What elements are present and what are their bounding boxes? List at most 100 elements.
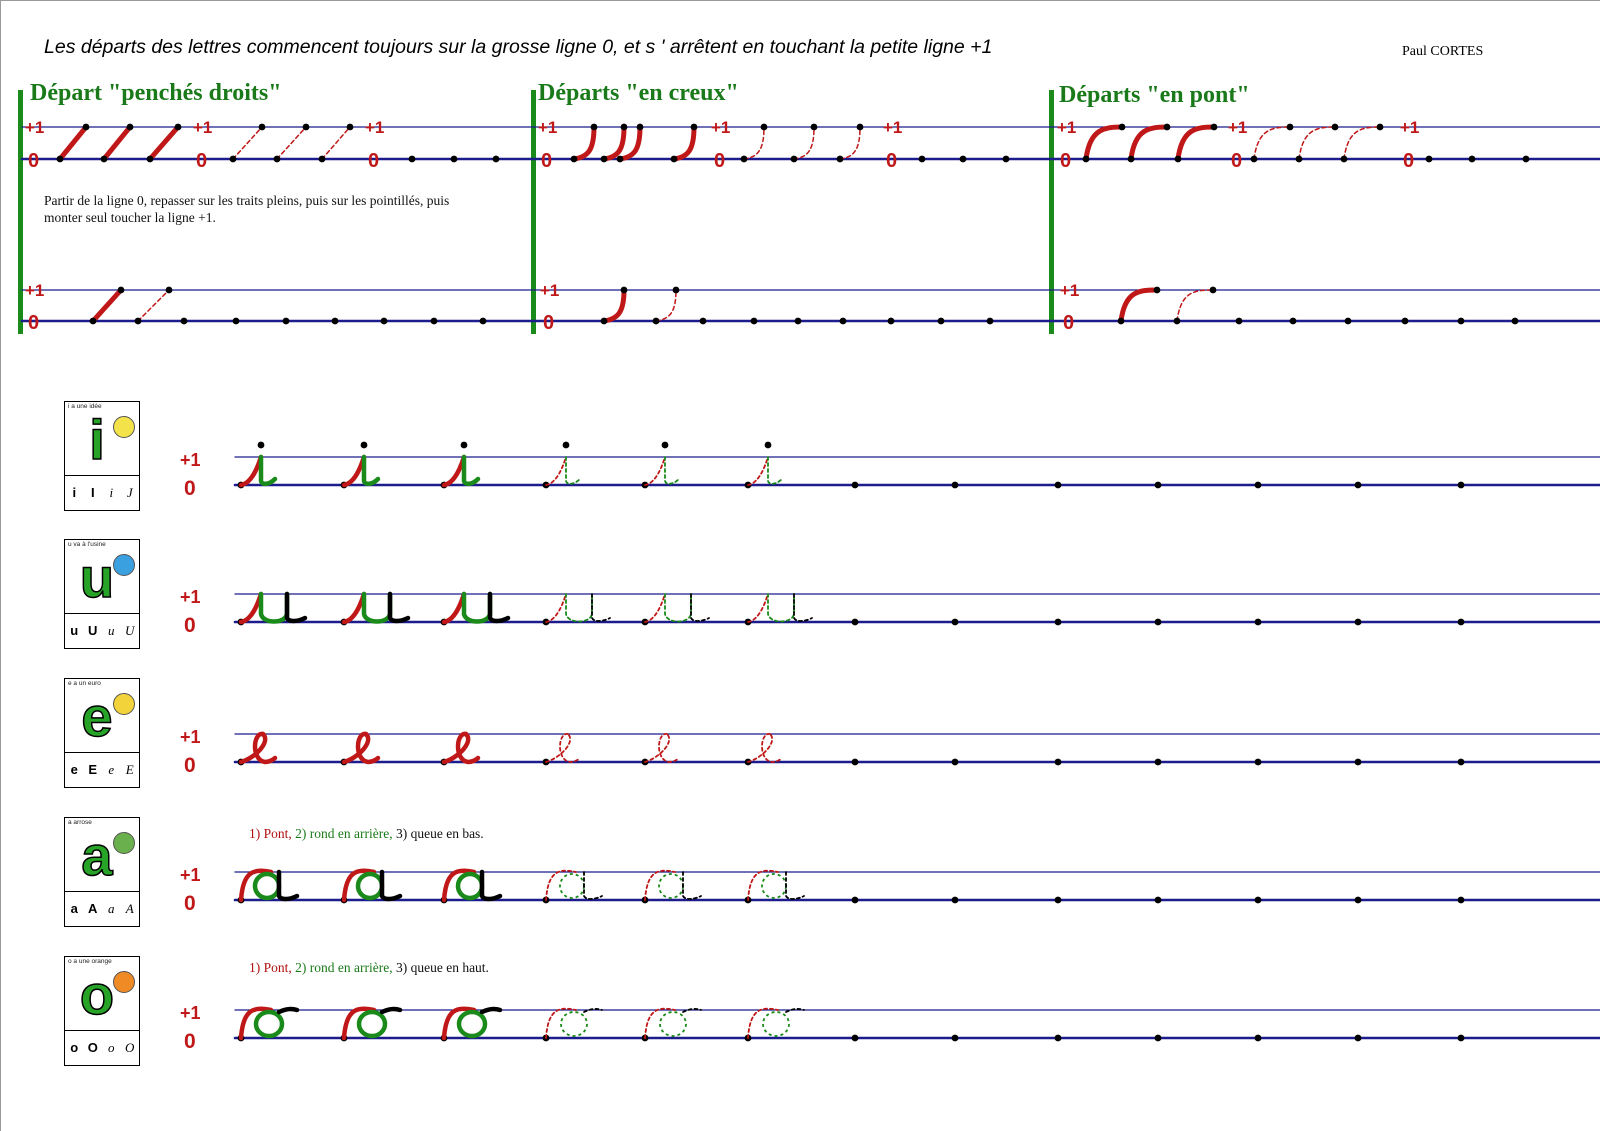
card-variant: a [108,901,115,916]
guide-dot [856,123,864,131]
letter-model [441,868,477,903]
guide-dot [794,317,802,325]
card-caption: u va à l'usine [68,541,106,548]
card-illustration-icon [113,693,135,715]
letter-a-instruction: 1) Pont, 2) rond en arrière, 3) queue en… [249,826,484,841]
i-dot [764,441,772,449]
guide-dot [82,123,90,131]
letter-trace-dotted [658,733,680,763]
section-title-en-pont: Départs "en pont" [1059,82,1250,108]
line-label-zero: 0 [184,892,196,915]
letter-model [361,591,393,624]
letter-trace-dotted [682,871,702,900]
letter-model [276,869,300,902]
guide-dot [1457,618,1465,626]
letter-trace-dotted [644,456,666,486]
guide-dot [1163,123,1171,131]
guide-dot [1054,481,1062,489]
stroke-dotted [137,289,170,322]
guide-dot [1154,896,1162,904]
card-illustration-icon [113,971,135,993]
letter-model [276,1006,300,1015]
letter-trace-dotted [644,1007,676,1039]
guide-dot [959,155,967,163]
card-letter: a [81,824,114,887]
guide-dot [346,123,354,131]
guide-dot [1354,1034,1362,1042]
letter-model [461,454,481,486]
guide-dot [1254,618,1262,626]
letter-trace-dotted [659,1011,687,1037]
line-label-zero: 0 [28,312,39,334]
guide-dot [1154,1034,1162,1042]
line-label-plus1: +1 [1060,281,1079,300]
guide-dot [1522,155,1530,163]
guide-dot [918,155,926,163]
guide-dot [636,123,644,131]
guide-dot [839,317,847,325]
guide-dot [180,317,188,325]
guide-dot [89,317,97,325]
guide-dot [174,123,182,131]
section-title-en-creux: Départs "en creux" [538,80,739,106]
guide-dot [1250,155,1258,163]
stroke-dotted [793,126,815,160]
guide-dot [1154,618,1162,626]
guide-dot [810,123,818,131]
card-variant: i [109,485,114,500]
letter-model [253,1009,285,1039]
line-label-zero: 0 [184,477,196,500]
guide-dot [1117,317,1125,325]
line-label-zero: 0 [368,150,379,172]
line-label-plus1: +1 [1228,118,1247,137]
letter-trace-dotted [690,593,710,622]
stroke-solid [147,124,181,162]
card-variant: e [108,762,115,777]
card-variant: u [108,623,115,638]
guide-dot [302,123,310,131]
line-label-plus1: +1 [711,118,730,137]
guide-dot [951,1034,959,1042]
letter-model [456,1009,488,1039]
line-label-plus1: +1 [180,1003,201,1023]
guide-dot [690,123,698,131]
card-variant: O [87,1040,98,1055]
letter-model [455,871,485,901]
line-label-zero: 0 [886,150,897,172]
card-illustration-icon [113,832,135,854]
letter-trace-dotted [761,733,783,763]
stroke-solid [601,124,627,162]
line-label-plus1: +1 [25,281,44,300]
guide-dot [887,317,895,325]
letter-model [441,731,471,765]
letter-trace-dotted [565,593,593,623]
stroke-solid [101,124,133,162]
letter-trace-dotted [747,593,769,623]
letter-trace-dotted [545,733,571,763]
letter-model [361,454,381,486]
letter-trace-dotted [583,871,603,900]
guide-dot [1425,155,1433,163]
guide-dot [165,286,173,294]
guide-dot [1082,155,1090,163]
letter-trace-dotted [761,873,787,899]
card-variant: a [70,901,78,916]
stroke-dotted [1298,126,1336,160]
guide-dot [1173,317,1181,325]
letter-trace-dotted [559,873,585,899]
guide-dot [1254,1034,1262,1042]
letter-model [479,869,503,902]
guide-dot [1254,481,1262,489]
card-variant: E [125,762,134,777]
letter-trace-dotted [767,456,783,485]
guide-dot [670,155,678,163]
line-label-zero: 0 [28,150,39,172]
letter-model [341,1006,377,1041]
guide-dot [760,123,768,131]
letter-model [341,454,367,488]
card-variant: O [125,1040,135,1055]
card-illustration-icon [113,554,135,576]
stroke-dotted [743,126,765,160]
